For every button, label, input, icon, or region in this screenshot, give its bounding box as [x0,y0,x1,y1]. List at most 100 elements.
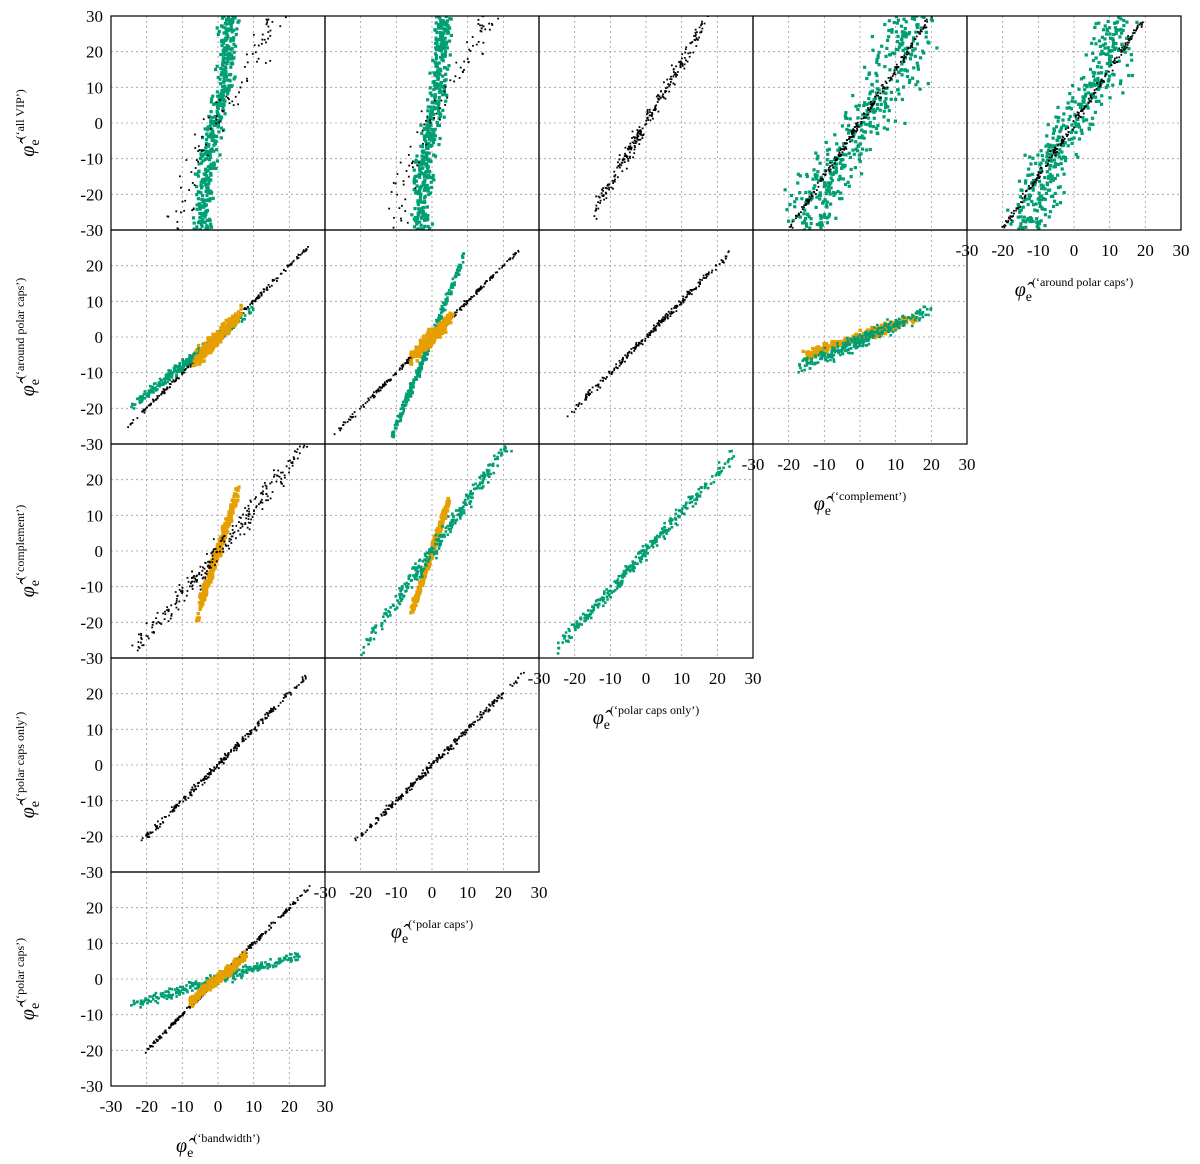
point [416,213,420,217]
point [822,212,827,217]
point [168,386,171,389]
point [232,50,236,54]
point [913,47,917,51]
point [137,396,141,400]
point [231,57,235,61]
point [813,173,817,177]
point [897,45,901,49]
point [1088,67,1093,71]
point [603,377,605,380]
point [190,364,193,367]
point [909,53,913,57]
point [856,129,859,131]
point [258,296,261,299]
point [829,168,832,171]
point [1120,42,1124,46]
series-black [388,16,500,229]
point [1113,47,1117,51]
point [1069,107,1074,111]
point [584,398,587,401]
point [216,101,220,106]
point [1100,49,1104,53]
point [798,215,803,219]
point [477,40,480,43]
point [472,295,475,297]
point [443,52,447,56]
point [914,83,918,87]
point [423,350,427,354]
point [911,49,915,53]
point [1114,41,1118,46]
point [229,26,233,30]
point [207,135,211,139]
point [191,209,194,212]
point [432,153,436,157]
point [650,115,653,118]
series-black [166,16,287,230]
point [635,343,637,346]
point [1053,162,1057,166]
point [869,130,873,134]
point [206,191,210,195]
point [212,162,216,166]
point [1136,24,1139,27]
point [900,73,904,77]
point [844,146,847,149]
point [1039,168,1044,172]
point [426,146,430,150]
point [829,165,832,168]
point [1107,77,1111,82]
point [1013,212,1015,215]
point [857,103,861,107]
point [867,107,869,109]
point [848,117,852,121]
point [201,194,205,198]
point [863,130,867,134]
point [333,433,336,436]
point [408,395,411,398]
point [369,396,372,399]
point [605,192,608,195]
point [1112,21,1117,25]
point [819,216,823,221]
point [205,183,209,187]
point [686,295,688,298]
point [198,149,201,152]
point [209,100,213,104]
point [448,311,452,315]
point [429,334,433,338]
point [672,71,675,73]
point [657,322,659,325]
point [638,129,641,132]
point [237,103,240,106]
point [615,363,618,366]
point [805,172,809,177]
point [1117,28,1121,32]
point [198,157,203,161]
point [599,386,602,389]
point [223,21,228,25]
point [1136,26,1139,29]
point [462,303,465,306]
point [638,138,641,141]
point [422,126,426,130]
point [812,190,815,193]
point [434,47,439,52]
point [633,139,636,142]
point [388,207,391,210]
point [257,57,260,60]
point [937,4,939,6]
point [1027,216,1031,221]
point [816,350,821,355]
point [200,197,204,202]
point [985,256,987,258]
point [836,157,838,160]
point [874,91,879,95]
point [221,92,225,96]
point [419,192,423,196]
point [827,147,831,151]
point [1068,114,1072,119]
point [1033,183,1037,187]
point [190,354,193,358]
point [871,48,875,52]
